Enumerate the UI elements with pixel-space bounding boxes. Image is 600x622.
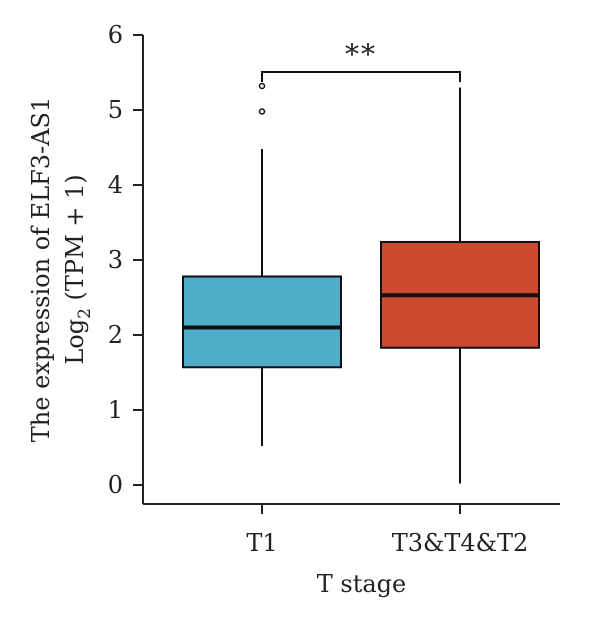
- y-axis-title-line1: The expression of ELF3-AS1: [27, 97, 55, 442]
- y-tick-label-5: 5: [108, 96, 123, 124]
- y-tick-label-6: 6: [108, 21, 123, 49]
- significance-group: **: [261, 38, 461, 82]
- boxes-group: [182, 82, 540, 484]
- y-tick-label-1: 1: [108, 396, 123, 424]
- x-tick-label-2: T3&T4&T2: [392, 529, 529, 557]
- box-1: [182, 82, 342, 446]
- axes-group: [142, 35, 560, 505]
- x-axis-title: T stage: [317, 570, 406, 598]
- outlier-1-1: [258, 108, 266, 115]
- box-rect-1: [182, 275, 342, 369]
- y-axis-title-unit: (TPM + 1): [61, 174, 89, 308]
- x-ticks-group: T1 T3&T4&T2: [246, 504, 528, 557]
- box-2: [380, 87, 540, 484]
- significance-bracket: [261, 71, 461, 82]
- outlier-1-2: [258, 82, 266, 90]
- y-axis-title: The expression of ELF3-AS1 Log2 (TPM + 1…: [27, 97, 95, 442]
- y-tick-label-3: 3: [108, 246, 123, 274]
- y-ticks-group: 0 1 2 3 4 5 6: [108, 21, 143, 499]
- y-axis-title-subscript: 2: [75, 308, 95, 319]
- y-axis-title-line2: Log2 (TPM + 1): [61, 174, 95, 364]
- y-axis-title-log: Log: [61, 319, 89, 365]
- y-tick-label-2: 2: [108, 321, 123, 349]
- significance-label: **: [345, 38, 377, 71]
- y-tick-label-4: 4: [108, 171, 123, 199]
- x-tick-label-1: T1: [246, 529, 277, 557]
- y-tick-label-0: 0: [108, 471, 123, 499]
